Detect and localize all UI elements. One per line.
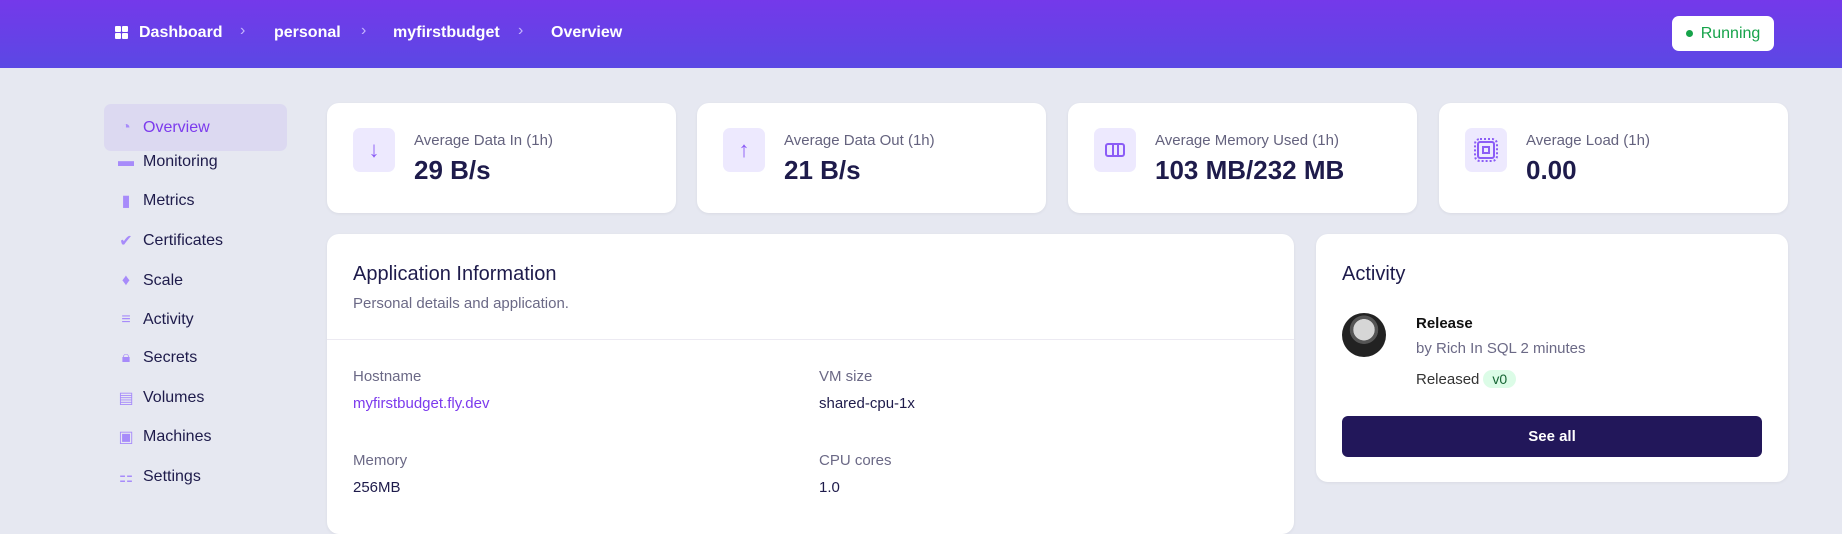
stat-card-load: Average Load (1h) 0.00 (1439, 103, 1788, 213)
stat-value: 0.00 (1526, 155, 1577, 185)
lock-icon: 🔒︎ (121, 349, 131, 366)
field-label: CPU cores (819, 452, 892, 469)
sidebar-item-label: Monitoring (143, 153, 218, 170)
top-header: Dashboard › personal › myfirstbudget › O… (0, 0, 1842, 68)
stack-icon: ≡ (121, 311, 131, 328)
field-label: Memory (353, 452, 408, 469)
activity-status: Released v0 (1416, 370, 1517, 388)
avatar (1342, 313, 1386, 357)
sidebar-item-label: Certificates (143, 232, 224, 249)
chevron-right-icon: › (361, 22, 367, 39)
stat-value: 29 B/s (414, 155, 491, 185)
sidebar-item-scale[interactable]: ♦ Scale (104, 262, 287, 300)
sidebar-item-overview[interactable]: ◔ Overview (104, 104, 287, 151)
arrow-up-icon: ↑ (723, 128, 765, 172)
monitor-icon: ▬ (118, 153, 134, 170)
sidebar-item-label: Secrets (143, 349, 198, 366)
see-all-button[interactable]: See all (1342, 416, 1762, 457)
sidebar-item-label: Overview (143, 118, 210, 136)
sidebar-item-metrics[interactable]: ▮ Metrics (104, 182, 287, 220)
sidebar-item-certificates[interactable]: ✔ Certificates (104, 222, 287, 260)
badge-check-icon: ✔ (119, 233, 133, 250)
activity-card: Activity Release by Rich In SQL 2 minute… (1316, 234, 1788, 482)
sidebar-item-machines[interactable]: ▣ Machines (104, 418, 287, 456)
field-value: 1.0 (819, 479, 840, 496)
card-title: Activity (1342, 263, 1406, 285)
hostname-link[interactable]: myfirstbudget.fly.dev (353, 395, 490, 412)
scale-icon: ♦ (121, 272, 131, 289)
card-title: Application Information (353, 263, 557, 285)
chevron-right-icon: › (518, 22, 524, 39)
stat-label: Average Data In (1h) (414, 132, 553, 149)
status-badge[interactable]: Running (1672, 16, 1774, 51)
stat-value: 103 MB/232 MB (1155, 155, 1345, 185)
sidebar-item-label: Activity (143, 311, 194, 328)
cpu-icon: ▣ (118, 429, 134, 446)
breadcrumb-app[interactable]: myfirstbudget (393, 24, 500, 41)
stat-card-memory: Average Memory Used (1h) 103 MB/232 MB (1068, 103, 1417, 213)
field-label: Hostname (353, 368, 422, 385)
activity-meta: by Rich In SQL 2 minutes (1416, 340, 1586, 357)
stat-card-data-in: ↓ Average Data In (1h) 29 B/s (327, 103, 676, 213)
memory-icon (1094, 128, 1136, 172)
card-subtitle: Personal details and application. (353, 295, 569, 312)
application-info-card: Application Information Personal details… (327, 234, 1294, 534)
stat-value: 21 B/s (784, 155, 861, 185)
toggles-icon: ⚏ (118, 469, 134, 486)
stat-label: Average Load (1h) (1526, 132, 1650, 149)
sidebar-item-monitoring[interactable]: ▬ Monitoring (104, 143, 287, 181)
field-value: 256MB (353, 479, 401, 496)
divider (327, 339, 1294, 340)
breadcrumb-personal[interactable]: personal (274, 24, 341, 41)
sidebar-item-settings[interactable]: ⚏ Settings (104, 458, 287, 496)
chart-pie-icon: ◔ (121, 118, 131, 136)
sidebar-item-secrets[interactable]: 🔒︎ Secrets (104, 339, 287, 377)
version-badge: v0 (1483, 370, 1517, 388)
status-label: Running (1700, 24, 1761, 42)
activity-title: Release (1416, 315, 1473, 332)
status-text: Released (1416, 371, 1480, 388)
sidebar-item-label: Volumes (143, 389, 205, 406)
breadcrumb-current: Overview (551, 24, 623, 41)
field-value: shared-cpu-1x (819, 395, 915, 412)
field-label: VM size (819, 368, 873, 385)
cpu-icon (1465, 128, 1507, 172)
sidebar-item-label: Scale (143, 272, 184, 289)
stat-label: Average Memory Used (1h) (1155, 132, 1339, 149)
status-dot-icon (1685, 30, 1693, 37)
sidebar-item-label: Metrics (143, 192, 195, 209)
sidebar-item-volumes[interactable]: ▤ Volumes (104, 379, 287, 417)
sidebar-item-label: Settings (143, 468, 201, 485)
sidebar-item-label: Machines (143, 428, 212, 445)
archive-icon: ▤ (118, 390, 134, 407)
bar-chart-icon: ▮ (121, 193, 131, 210)
sidebar-item-activity[interactable]: ≡ Activity (104, 301, 287, 339)
arrow-down-icon: ↓ (353, 128, 395, 172)
dashboard-icon (115, 26, 128, 39)
breadcrumb-dashboard[interactable]: Dashboard (139, 24, 223, 41)
chevron-right-icon: › (240, 22, 246, 39)
stat-label: Average Data Out (1h) (784, 132, 935, 149)
stat-card-data-out: ↑ Average Data Out (1h) 21 B/s (697, 103, 1046, 213)
